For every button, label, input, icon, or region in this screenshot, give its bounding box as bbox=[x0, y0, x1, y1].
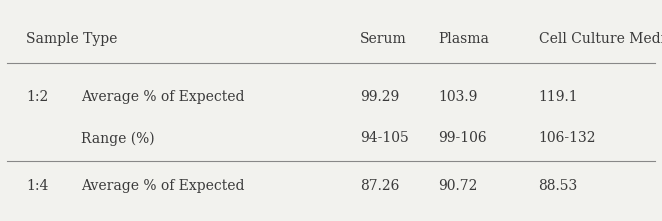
Text: Average % of Expected: Average % of Expected bbox=[81, 179, 245, 193]
Text: 87.26: 87.26 bbox=[360, 179, 400, 193]
Text: 1:2: 1:2 bbox=[26, 90, 48, 104]
Text: 88.53: 88.53 bbox=[539, 179, 578, 193]
Text: Average % of Expected: Average % of Expected bbox=[81, 90, 245, 104]
Text: 119.1: 119.1 bbox=[539, 90, 578, 104]
Text: Range (%): Range (%) bbox=[81, 131, 155, 146]
Text: 99.29: 99.29 bbox=[360, 90, 399, 104]
Text: Cell Culture Media: Cell Culture Media bbox=[539, 32, 662, 46]
Text: Serum: Serum bbox=[360, 32, 407, 46]
Text: 106-132: 106-132 bbox=[539, 131, 596, 145]
Text: 90.72: 90.72 bbox=[438, 179, 477, 193]
Text: 1:4: 1:4 bbox=[26, 179, 48, 193]
Text: 94-105: 94-105 bbox=[360, 131, 409, 145]
Text: Plasma: Plasma bbox=[438, 32, 489, 46]
Text: 99-106: 99-106 bbox=[438, 131, 487, 145]
Text: Sample Type: Sample Type bbox=[26, 32, 117, 46]
Text: 103.9: 103.9 bbox=[438, 90, 477, 104]
